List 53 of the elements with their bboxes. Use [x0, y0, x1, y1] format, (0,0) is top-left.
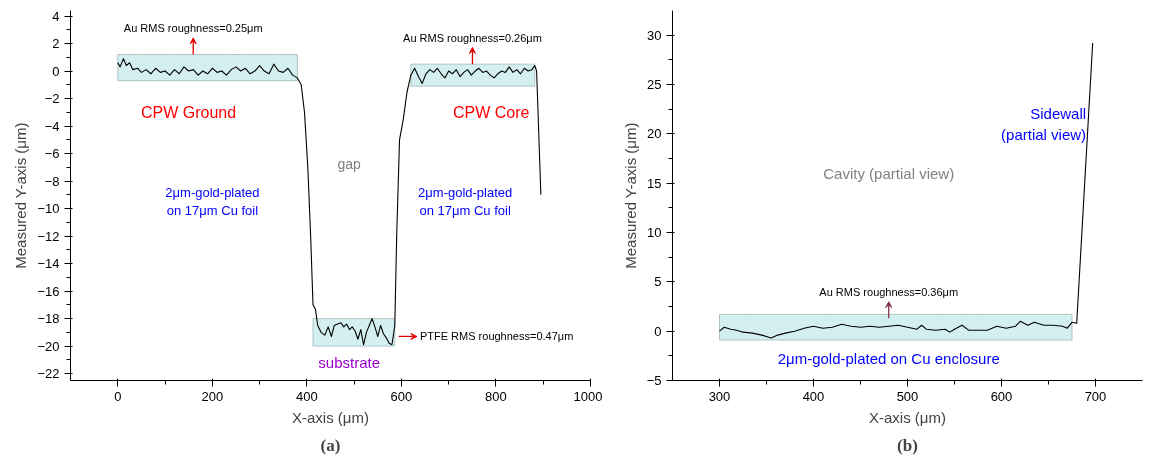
y-tick-label: −14	[37, 256, 60, 272]
x-axis-title: X-axis (μm)	[869, 408, 946, 426]
text: (a)	[320, 435, 341, 455]
x-tick-label: 200	[201, 388, 224, 404]
x-tick-label: 300	[708, 388, 731, 404]
x-tick-label: 400	[802, 388, 825, 404]
y-tick-label: 0	[654, 323, 662, 339]
x-axis-title: X-axis (μm)	[292, 408, 369, 426]
y-tick-label: −10	[37, 201, 60, 217]
x-tick-label: 600	[390, 388, 413, 404]
x-tick-label: 500	[896, 388, 919, 404]
annotation: Cavity (partial view)	[823, 164, 955, 182]
y-tick-label: −16	[37, 283, 60, 299]
x-tick-label: 800	[485, 388, 507, 404]
annotation: Au RMS roughness=0.26μm	[403, 31, 542, 44]
annotation: 2μm-gold-plated on 17μm Cu foil	[418, 185, 513, 219]
y-tick-label: −20	[37, 338, 60, 354]
y-tick-label: 4	[52, 8, 60, 24]
y-tick-label: −8	[44, 173, 60, 189]
annotation: 2μm-gold-plated on 17μm Cu foil	[165, 185, 260, 219]
y-tick-label: 2	[52, 36, 60, 52]
x-tick-label: 0	[114, 388, 122, 404]
y-tick-label: −4	[44, 118, 60, 134]
y-tick-label: −22	[37, 366, 60, 382]
y-axis-title: Measured Y-axis (μm)	[621, 122, 639, 269]
annotation: CPW Ground	[140, 103, 237, 121]
y-tick-label: −6	[44, 146, 60, 162]
text: (b)	[897, 435, 918, 455]
annotation: 2μm-gold-plated on Cu enclosure	[777, 350, 1000, 368]
annotation: Au RMS roughness=0.25μm	[123, 22, 263, 35]
annotation: gap	[337, 156, 362, 173]
annotation: CPW Core	[452, 103, 530, 121]
annotation: PTFE RMS roughness=0.47μm	[419, 330, 574, 343]
y-tick-label: −2	[44, 91, 60, 107]
y-tick-label: 5	[654, 274, 662, 290]
x-tick-label: 600	[990, 388, 1013, 404]
x-tick-label: 400	[296, 388, 318, 404]
annotation: Sidewall (partial view)	[1001, 105, 1087, 143]
y-tick-label: 10	[647, 225, 662, 240]
y-tick-label: −5	[646, 373, 662, 388]
y-tick-label: 25	[647, 77, 662, 92]
annotation: substrate	[318, 354, 381, 372]
y-tick-label: 15	[647, 175, 662, 191]
annotation: Au RMS roughness=0.36μm	[819, 285, 959, 298]
x-tick-label: 1000	[573, 388, 603, 404]
y-axis-title: Measured Y-axis (μm)	[12, 122, 30, 269]
y-tick-label: 30	[647, 27, 662, 43]
y-tick-label: 0	[52, 63, 60, 79]
y-tick-label: 20	[647, 126, 662, 142]
x-tick-label: 700	[1084, 388, 1107, 404]
y-tick-label: −12	[37, 228, 60, 244]
y-tick-label: −18	[37, 311, 60, 327]
line-series	[718, 42, 1094, 339]
